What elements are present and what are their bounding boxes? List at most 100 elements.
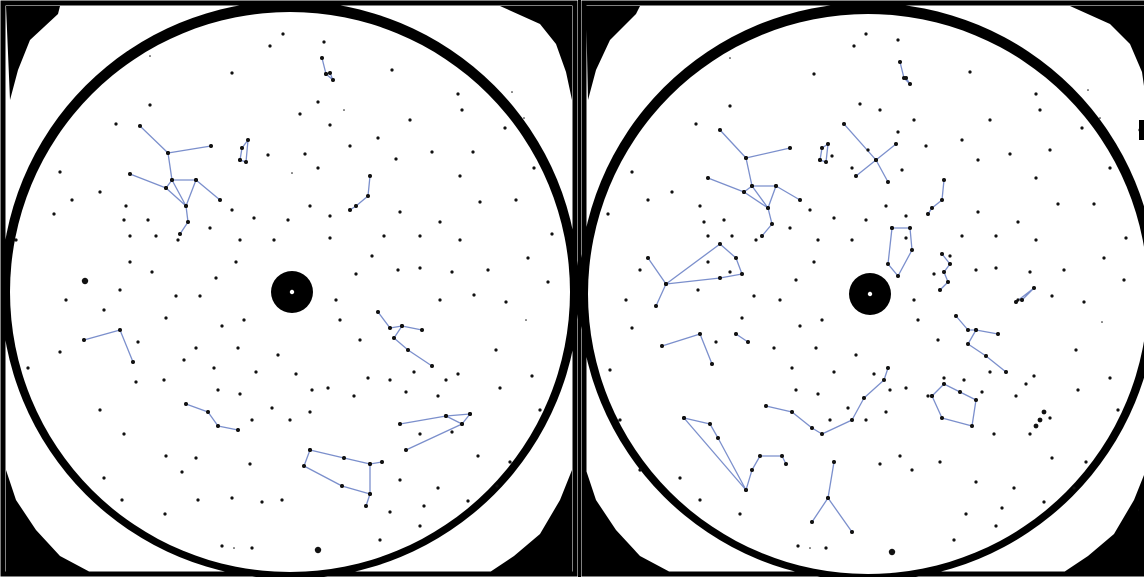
left-rim-corner-br: [490, 470, 572, 572]
left-star-panel[interactable]: [0, 0, 578, 577]
star: [494, 348, 498, 352]
star: [102, 476, 106, 480]
star: [980, 390, 984, 394]
constellation-star: [784, 462, 788, 466]
star: [314, 546, 322, 554]
star: [280, 498, 284, 502]
star: [550, 232, 554, 236]
star: [303, 152, 307, 156]
star: [722, 218, 726, 222]
star: [1056, 202, 1060, 206]
star: [276, 353, 280, 357]
star: [146, 218, 150, 222]
star: [436, 394, 440, 398]
constellation-star: [444, 414, 448, 418]
constellation-star: [404, 448, 408, 452]
star: [936, 338, 940, 342]
star: [150, 270, 154, 274]
star: [26, 366, 30, 370]
star: [608, 368, 612, 372]
star: [398, 210, 402, 214]
constellation-star: [216, 424, 220, 428]
star: [1014, 394, 1018, 398]
left-rim-corner-bl: [6, 470, 90, 572]
star: [1122, 278, 1126, 282]
right-rim-corner-tr: [1070, 6, 1144, 86]
star: [220, 324, 224, 328]
constellation-star: [974, 328, 978, 332]
star: [952, 538, 956, 542]
star: [850, 238, 854, 242]
star: [778, 298, 782, 302]
constellation-star: [862, 396, 866, 400]
star: [120, 498, 124, 502]
star: [646, 198, 650, 202]
star: [1062, 268, 1066, 272]
star: [98, 408, 102, 412]
star: [352, 394, 356, 398]
star: [1033, 423, 1039, 429]
constellation-star: [178, 232, 182, 236]
star: [754, 238, 758, 242]
star: [310, 388, 314, 392]
star: [418, 524, 422, 528]
star: [180, 470, 184, 474]
star: [872, 372, 876, 376]
star: [696, 288, 700, 292]
right-star-panel[interactable]: [581, 0, 1144, 577]
star: [1108, 376, 1112, 380]
star: [122, 432, 126, 436]
star: [1092, 202, 1096, 206]
right-star-chart: [581, 0, 1144, 577]
star: [511, 91, 513, 93]
star: [14, 238, 18, 242]
star: [788, 226, 792, 230]
constellation-star: [940, 416, 944, 420]
star: [1034, 176, 1038, 180]
constellation-star: [366, 194, 370, 198]
star: [1032, 374, 1036, 378]
star: [1050, 294, 1054, 298]
star: [1034, 92, 1038, 96]
constellation-star: [1004, 370, 1008, 374]
star: [250, 418, 254, 422]
star: [450, 430, 454, 434]
constellation-star: [376, 310, 380, 314]
constellation-star: [850, 530, 854, 534]
star: [523, 117, 525, 119]
star: [230, 208, 234, 212]
star: [1074, 348, 1078, 352]
constellation-star: [740, 272, 744, 276]
star: [388, 378, 392, 382]
star: [268, 44, 272, 48]
constellation-star: [660, 344, 664, 348]
star: [194, 346, 198, 350]
constellation-star: [718, 242, 722, 246]
star: [348, 144, 352, 148]
star: [514, 198, 518, 202]
star: [1024, 382, 1028, 386]
star: [1000, 506, 1004, 510]
star: [988, 370, 992, 374]
star: [1042, 500, 1046, 504]
star: [994, 524, 998, 528]
star: [358, 338, 362, 342]
star: [418, 234, 422, 238]
star: [904, 386, 908, 390]
constellation-star: [770, 222, 774, 226]
constellation-star: [184, 204, 188, 208]
star: [294, 372, 298, 376]
star: [136, 340, 140, 344]
star: [1108, 166, 1112, 170]
star: [994, 266, 998, 270]
star: [418, 266, 422, 270]
star: [1041, 409, 1047, 415]
constellation-star: [186, 220, 190, 224]
constellation-star: [718, 276, 722, 280]
star: [266, 153, 270, 157]
star: [308, 410, 312, 414]
constellation-star: [348, 208, 352, 212]
star: [878, 462, 882, 466]
right-edge-mark-top: [1139, 120, 1144, 140]
star: [728, 270, 732, 274]
